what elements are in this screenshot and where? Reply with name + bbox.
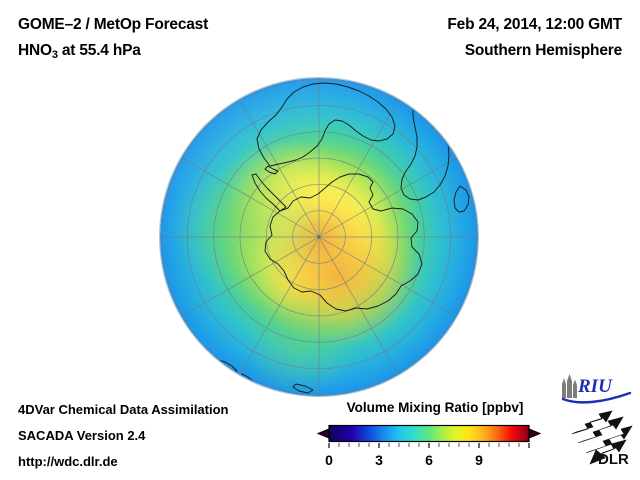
- coastline-madagascar: [453, 185, 470, 213]
- colorbar-title: Volume Mixing Ratio [ppbv]: [346, 400, 524, 415]
- coastline-tierra-del-fuego: [264, 165, 279, 175]
- riu-smokestack-icon: [562, 374, 577, 398]
- colorbar-arrow-high: [528, 428, 542, 439]
- dlr-wordmark: DLR: [598, 451, 629, 468]
- riu-logo: RIU: [561, 374, 632, 404]
- map-overlay-vectors: [161, 79, 477, 395]
- colorbar: 0 3 6 9: [316, 418, 542, 476]
- colorbar-tick-label-1: 3: [375, 452, 383, 468]
- graticule: [161, 79, 477, 395]
- credit-version: SACADA Version 2.4: [18, 428, 146, 443]
- dlr-emblem-icon: [571, 410, 633, 465]
- title-species: HNO3 at 55.4 hPa: [18, 42, 141, 61]
- colorbar-tick-label-3: 9: [475, 452, 483, 468]
- title-instrument: GOME–2 / MetOp Forecast: [18, 16, 209, 33]
- colorbar-graphic: [316, 424, 542, 448]
- colorbar-tick-label-2: 6: [425, 452, 433, 468]
- globe-map: [160, 78, 478, 396]
- credit-assimilation: 4DVar Chemical Data Assimilation: [18, 402, 229, 417]
- coastline-antarctica: [264, 173, 423, 312]
- colorbar-arrow-low: [316, 428, 330, 439]
- coastline-australia-tip: [292, 383, 314, 394]
- coastline-new-zealand: [215, 359, 238, 375]
- species-level: at 55.4 hPa: [57, 42, 141, 59]
- coastline-new-zealand-south: [239, 373, 254, 385]
- credit-url[interactable]: http://wdc.dlr.de: [18, 454, 118, 469]
- species-label: HNO: [18, 42, 52, 59]
- coastline-antarctic-peninsula: [251, 173, 287, 212]
- dlr-logo: DLR: [571, 410, 633, 468]
- species-subscript: 3: [51, 49, 58, 61]
- title-datetime: Feb 24, 2014, 12:00 GMT: [447, 16, 622, 33]
- coastline-south-america: [256, 82, 396, 167]
- coastlines: [215, 82, 470, 394]
- south-pole-marker: [317, 235, 321, 239]
- riu-swoosh: [561, 391, 632, 404]
- colorbar-minor-ticks: [338, 443, 520, 447]
- colorbar-major-ticks: [328, 443, 530, 448]
- riu-wordmark: RIU: [577, 376, 613, 397]
- title-region: Southern Hemisphere: [464, 42, 622, 59]
- colorbar-ramp: [328, 424, 530, 443]
- globe-disc: [160, 78, 478, 396]
- colorbar-tick-label-0: 0: [325, 452, 333, 468]
- coastline-africa: [400, 95, 450, 201]
